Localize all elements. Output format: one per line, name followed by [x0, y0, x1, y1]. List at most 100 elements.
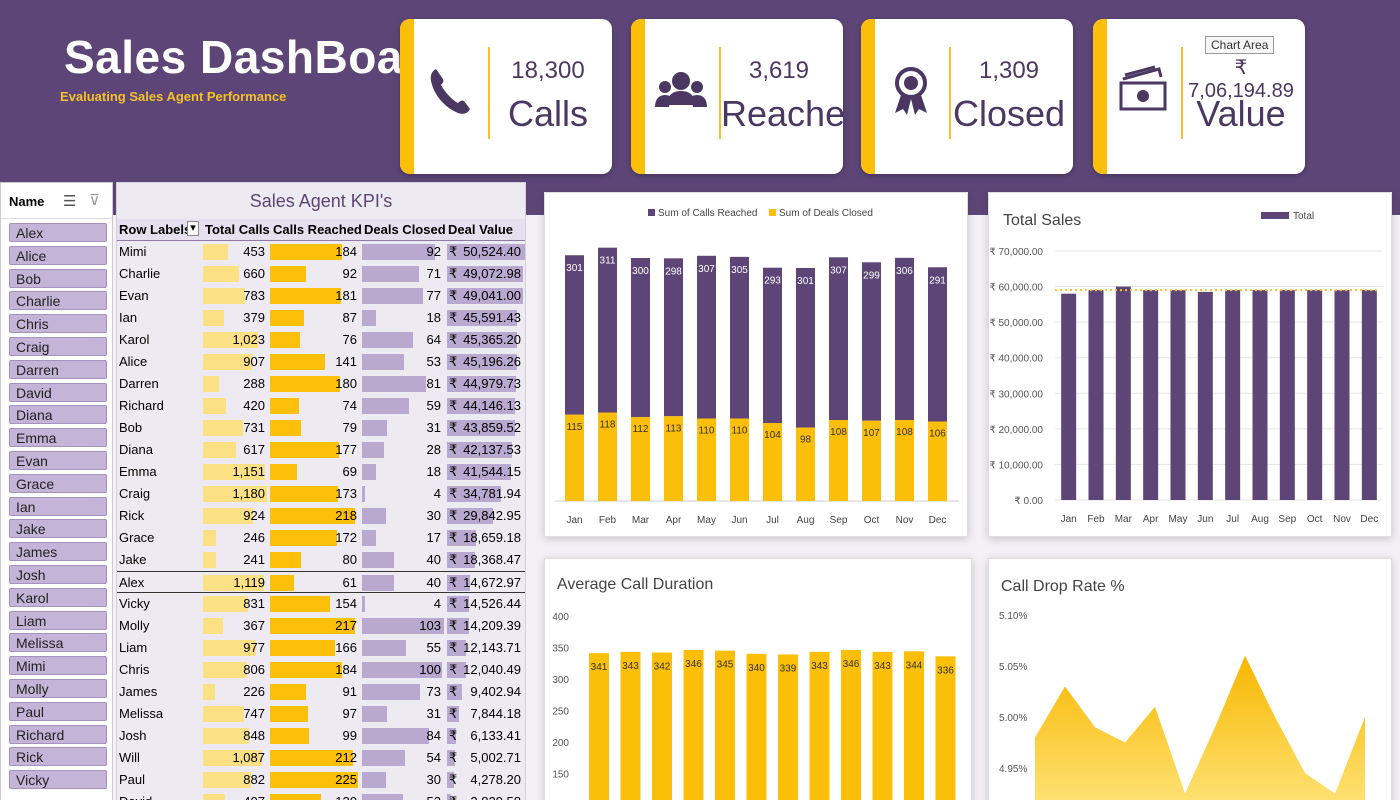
kpi-card-closed[interactable]: 1,309 Closed	[861, 19, 1073, 174]
table-row[interactable]: Vicky 831 154 4 14,526.44 ₹	[117, 593, 525, 615]
deals-closed-value: 4	[433, 596, 441, 611]
calls-bar	[203, 376, 219, 392]
header-deals-closed: Deals Closed	[364, 222, 446, 237]
name-slicer[interactable]: Name ☰ ⊽ Alex Alice Bob Charlie Chris Craig Da…	[0, 182, 113, 800]
area-call-drop-rate	[1035, 655, 1365, 800]
slicer-item-emma[interactable]: Emma	[9, 428, 107, 448]
table-row[interactable]: Josh 848 99 84 6,133.41 ₹	[117, 725, 525, 747]
y-tick-label: ₹ 30,000.00	[989, 389, 1043, 400]
x-tick-label: Apr	[1143, 514, 1159, 525]
table-row[interactable]: Alex 1,119 61 40 14,672.97 ₹	[117, 571, 525, 593]
value-bar	[447, 640, 466, 656]
total-calls-value: 367	[243, 618, 265, 633]
filter-dropdown-icon[interactable]: ▾	[187, 221, 199, 236]
slicer-item-josh[interactable]: Josh	[9, 565, 107, 584]
y-tick-label: ₹ 60,000.00	[989, 283, 1043, 294]
table-row[interactable]: Molly 367 217 103 14,209.39 ₹	[117, 615, 525, 637]
data-label-deals-closed: 118	[600, 420, 616, 431]
table-row[interactable]: Ian 379 87 18 45,591.43 ₹	[117, 307, 525, 329]
slicer-item-diana[interactable]: Diana	[9, 405, 107, 425]
data-label-calls-reached: 291	[929, 275, 946, 286]
slicer-item-mimi[interactable]: Mimi	[9, 656, 107, 676]
table-row[interactable]: Alice 907 141 53 45,196.26 ₹	[117, 351, 525, 373]
data-label-duration: 346	[843, 659, 860, 670]
total-calls-value: 288	[243, 376, 265, 391]
row-label: Diana	[119, 442, 153, 457]
kpi-separator	[949, 47, 951, 139]
bar-deals-closed-feb	[598, 412, 617, 501]
table-row[interactable]: Craig 1,180 173 4 34,781.94 ₹	[117, 483, 525, 505]
pivot-title: Sales Agent KPI's	[249, 191, 393, 211]
table-row[interactable]: Rick 924 218 30 29,842.95 ₹	[117, 505, 525, 527]
deals-closed-value: 100	[419, 662, 441, 677]
slicer-item-bob[interactable]: Bob	[9, 268, 107, 288]
slicer-item-ian[interactable]: Ian	[9, 496, 107, 516]
slicer-item-chris[interactable]: Chris	[9, 314, 107, 334]
slicer-item-liam[interactable]: Liam	[9, 610, 107, 630]
slicer-item-jake[interactable]: Jake	[9, 519, 107, 539]
slicer-item-alex[interactable]: Alex	[9, 223, 107, 242]
kpi-card-calls[interactable]: 18,300 Calls	[400, 19, 612, 174]
y-tick-label: ₹ 50,000.00	[989, 318, 1043, 329]
table-row[interactable]: Bob 731 79 31 43,859.52 ₹	[117, 417, 525, 439]
table-row[interactable]: Charlie 660 92 71 49,072.98 ₹	[117, 263, 525, 285]
clear-filter-icon[interactable]: ⊽	[89, 192, 100, 209]
table-row[interactable]: Jake 241 80 40 18,368.47 ₹	[117, 549, 525, 571]
average-call-duration-chart[interactable]: Average Call Duration 400 350 300 250 200 150 3…	[544, 558, 972, 800]
header-row-labels[interactable]: Row Labels	[119, 222, 192, 237]
table-row[interactable]: Richard 420 74 59 44,146.13 ₹	[117, 395, 525, 417]
calls-bar	[203, 640, 256, 656]
table-row[interactable]: Evan 783 181 77 49,041.00 ₹	[117, 285, 525, 307]
bar-total-apr	[1143, 290, 1159, 500]
bar-calls-reached-aug	[796, 267, 815, 428]
bar-duration-may	[715, 650, 735, 800]
x-tick-label: Sep	[1278, 514, 1296, 525]
table-row[interactable]: Grace 246 172 17 18,659.18 ₹	[117, 527, 525, 549]
slicer-item-vicky[interactable]: Vicky	[9, 770, 107, 790]
data-label-calls-reached: 305	[731, 265, 748, 276]
table-row[interactable]: Diana 617 177 28 42,137.53 ₹	[117, 439, 525, 461]
table-row[interactable]: Will 1,087 212 54 5,002.71 ₹	[117, 747, 525, 769]
data-label-deals-closed: 107	[863, 428, 880, 439]
slicer-item-charlie[interactable]: Charlie	[9, 291, 107, 311]
bar-total-jun	[1197, 291, 1213, 500]
slicer-item-james[interactable]: James	[9, 542, 107, 562]
value-bar	[447, 552, 476, 568]
table-row[interactable]: David 407 130 52 2,829.58 ₹	[117, 791, 525, 800]
kpi-card-value[interactable]: ₹ 7,06,194.89 Value	[1093, 19, 1305, 174]
slicer-item-alice[interactable]: Alice	[9, 245, 107, 265]
slicer-item-rick[interactable]: Rick	[9, 747, 107, 767]
table-row[interactable]: Darren 288 180 81 44,979.73 ₹	[117, 373, 525, 395]
total-calls-value: 747	[243, 706, 265, 721]
slicer-item-paul[interactable]: Paul	[9, 701, 107, 721]
bar-deals-closed-aug	[796, 427, 815, 501]
total-sales-chart[interactable]: Total Sales Total ₹ 0.00 ₹ 10,000.00 ₹ 20,00…	[988, 192, 1392, 537]
slicer-item-david[interactable]: David	[9, 382, 107, 402]
chart-title: Average Call Duration	[557, 576, 713, 593]
slicer-item-craig[interactable]: Craig	[9, 337, 107, 356]
table-row[interactable]: Mimi 453 184 92 50,524.40 ₹	[117, 241, 525, 263]
total-calls-value: 1,180	[232, 486, 265, 501]
calls-reached-value: 217	[335, 618, 357, 633]
table-row[interactable]: Emma 1,151 69 18 41,544.15 ₹	[117, 461, 525, 483]
table-row[interactable]: Melissa 747 97 31 7,844.18 ₹	[117, 703, 525, 725]
table-row[interactable]: Liam 977 166 55 12,143.71 ₹	[117, 637, 525, 659]
kpi-card-reached[interactable]: 3,619 Reached	[631, 19, 843, 174]
table-row[interactable]: James 226 91 73 9,402.94 ₹	[117, 681, 525, 703]
slicer-item-evan[interactable]: Evan	[9, 451, 107, 470]
slicer-item-darren[interactable]: Darren	[9, 359, 107, 379]
call-drop-rate-chart[interactable]: Call Drop Rate % 5.10% 5.05% 5.00% 4.95%	[988, 558, 1392, 800]
slicer-item-molly[interactable]: Molly	[9, 679, 107, 698]
slicer-item-melissa[interactable]: Melissa	[9, 633, 107, 653]
table-row[interactable]: Paul 882 225 30 4,278.20 ₹	[117, 769, 525, 791]
table-row[interactable]: Karol 1,023 76 64 45,365.20 ₹	[117, 329, 525, 351]
multi-select-icon[interactable]: ☰	[63, 193, 77, 210]
bar-calls-reached-apr	[664, 258, 683, 417]
data-label-duration: 346	[685, 659, 702, 670]
slicer-item-grace[interactable]: Grace	[9, 473, 107, 493]
y-tick-label: ₹ 10,000.00	[989, 460, 1043, 471]
slicer-item-richard[interactable]: Richard	[9, 724, 107, 744]
slicer-item-karol[interactable]: Karol	[9, 587, 107, 607]
table-row[interactable]: Chris 806 184 100 12,040.49 ₹	[117, 659, 525, 681]
calls-reached-deals-closed-chart[interactable]: Sum of Calls Reached Sum of Deals Closed 3…	[544, 192, 968, 537]
